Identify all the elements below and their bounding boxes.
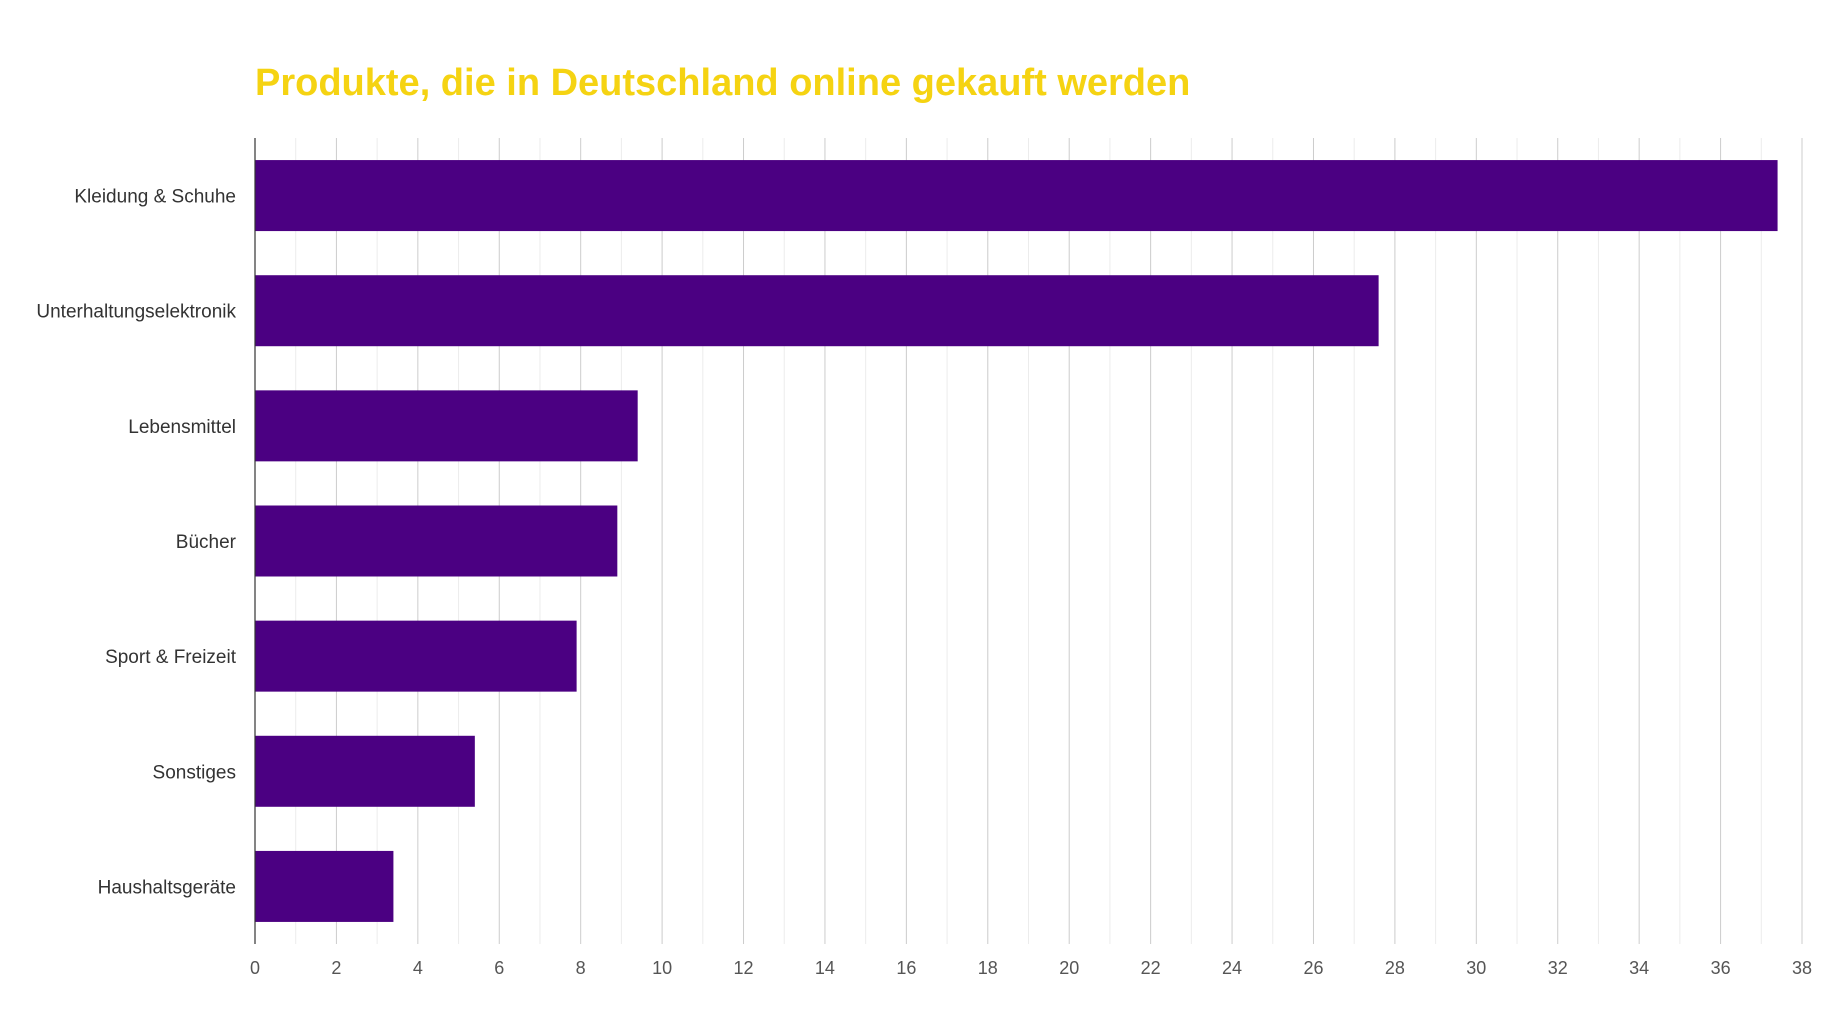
x-tick-label: 10: [652, 958, 672, 978]
x-tick-label: 24: [1222, 958, 1242, 978]
bar: [255, 160, 1778, 232]
bar: [255, 735, 475, 807]
x-tick-label: 18: [978, 958, 998, 978]
bar: [255, 390, 638, 462]
x-tick-label: 20: [1059, 958, 1079, 978]
x-tick-label: 8: [576, 958, 586, 978]
category-label: Bücher: [176, 532, 237, 553]
x-tick-label: 34: [1629, 958, 1649, 978]
x-tick-label: 22: [1141, 958, 1161, 978]
category-label: Haushaltsgeräte: [98, 877, 236, 898]
chart-title: Produkte, die in Deutschland online geka…: [255, 62, 1191, 104]
bar: [255, 505, 618, 577]
bar: [255, 620, 577, 692]
x-tick-label: 0: [250, 958, 260, 978]
x-tick-label: 14: [815, 958, 835, 978]
category-label: Lebensmittel: [128, 417, 236, 438]
bar: [255, 275, 1379, 347]
bar: [255, 850, 394, 922]
x-tick-label: 36: [1711, 958, 1731, 978]
x-tick-label: 2: [331, 958, 341, 978]
category-label: Sport & Freizeit: [105, 647, 237, 668]
x-tick-label: 30: [1466, 958, 1486, 978]
category-label: Unterhaltungselektronik: [36, 302, 236, 323]
category-label: Sonstiges: [153, 762, 236, 783]
x-tick-label: 16: [896, 958, 916, 978]
x-tick-label: 38: [1792, 958, 1812, 978]
x-tick-label: 32: [1548, 958, 1568, 978]
x-tick-label: 6: [494, 958, 504, 978]
x-tick-label: 12: [734, 958, 754, 978]
x-tick-label: 4: [413, 958, 423, 978]
category-label: Kleidung & Schuhe: [74, 187, 236, 208]
x-tick-label: 28: [1385, 958, 1405, 978]
x-tick-label: 26: [1303, 958, 1323, 978]
